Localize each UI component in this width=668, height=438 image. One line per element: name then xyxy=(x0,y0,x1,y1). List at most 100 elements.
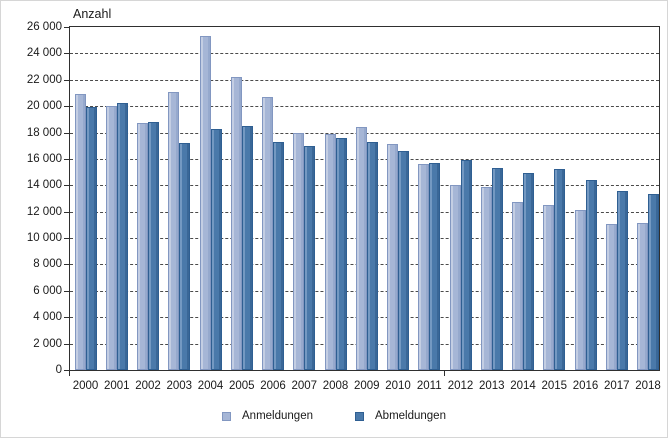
bar-anmeldungen-2015 xyxy=(543,205,555,370)
gridline-22000 xyxy=(70,79,659,81)
bar-abmeldungen-2004 xyxy=(210,128,222,370)
bar-anmeldungen-2013 xyxy=(480,186,492,370)
bar-anmeldungen-2005 xyxy=(230,77,242,370)
x-tick-label-2009: 2009 xyxy=(353,380,380,392)
x-tick-label-2017: 2017 xyxy=(603,380,630,392)
bar-abmeldungen-2012 xyxy=(460,160,472,370)
x-tick-label-2012: 2012 xyxy=(447,380,474,392)
x-tick-label-2014: 2014 xyxy=(510,380,536,392)
y-tick-mark xyxy=(64,132,69,134)
bar-abmeldungen-2013 xyxy=(491,167,503,370)
x-tick-label-2002: 2002 xyxy=(135,380,161,392)
y-tick-mark xyxy=(64,53,69,55)
x-tick-label-2018: 2018 xyxy=(635,380,661,392)
bar-abmeldungen-2015 xyxy=(554,169,566,370)
bar-anmeldungen-2007 xyxy=(293,132,305,370)
bar-anmeldungen-2011 xyxy=(418,164,430,370)
bar-abmeldungen-2003 xyxy=(179,143,191,370)
y-tick-mark xyxy=(64,106,69,108)
bar-anmeldungen-2016 xyxy=(574,210,586,370)
x-tick-label-2008: 2008 xyxy=(322,380,349,392)
y-tick-label: 4 000 xyxy=(33,311,62,324)
bar-abmeldungen-2018 xyxy=(648,193,659,370)
y-tick-mark xyxy=(64,317,69,319)
x-tick-label-2011: 2011 xyxy=(416,380,442,392)
x-tick-label-2000: 2000 xyxy=(72,380,99,392)
bar-abmeldungen-2006 xyxy=(273,141,284,370)
x-tick-label-2016: 2016 xyxy=(572,380,599,392)
x-tick-label-2001: 2001 xyxy=(103,380,130,392)
y-tick-label: 2 000 xyxy=(33,337,62,350)
x-tick-label-2006: 2006 xyxy=(260,380,286,392)
y-tick-mark xyxy=(64,238,69,240)
bar-abmeldungen-2005 xyxy=(241,125,253,370)
legend-label: Abmeldungen xyxy=(375,410,446,422)
legend-item-abmeldungen: Abmeldungen xyxy=(355,410,446,423)
bar-abmeldungen-2007 xyxy=(304,145,316,370)
bar-anmeldungen-2000 xyxy=(74,94,86,370)
y-tick-label: 12 000 xyxy=(26,205,62,218)
y-tick-label: 20 000 xyxy=(26,100,62,113)
y-tick-label: 8 000 xyxy=(33,258,62,271)
gridline-24000 xyxy=(70,53,659,55)
bar-abmeldungen-2000 xyxy=(85,106,97,370)
bar-abmeldungen-2002 xyxy=(148,122,159,370)
x-tick-label-2004: 2004 xyxy=(197,380,224,392)
y-tick-mark xyxy=(64,158,69,160)
y-tick-label: 6 000 xyxy=(33,284,62,297)
bar-anmeldungen-2017 xyxy=(605,223,617,370)
bar-abmeldungen-2016 xyxy=(585,180,597,370)
bar-abmeldungen-2017 xyxy=(616,190,628,370)
bar-anmeldungen-2012 xyxy=(449,185,461,370)
y-axis-title: Anzahl xyxy=(73,7,112,21)
y-tick-mark xyxy=(64,343,69,345)
bar-anmeldungen-2010 xyxy=(387,144,398,370)
y-tick-label: 24 000 xyxy=(26,47,62,60)
y-tick-mark xyxy=(64,79,69,81)
legend-swatch-anmeldungen xyxy=(222,412,232,421)
gridline-20000 xyxy=(70,106,659,108)
bar-abmeldungen-2009 xyxy=(366,142,378,370)
bar-abmeldungen-2001 xyxy=(116,102,128,370)
legend-item-anmeldungen: Anmeldungen xyxy=(222,410,313,423)
legend-swatch-abmeldungen xyxy=(355,412,364,421)
bar-anmeldungen-2018 xyxy=(637,222,648,370)
x-tick-label-2013: 2013 xyxy=(478,380,505,392)
legend: Anmeldungen Abmeldungen xyxy=(1,410,667,423)
x-tick-label-2005: 2005 xyxy=(228,380,255,392)
y-tick-label: 14 000 xyxy=(26,179,62,192)
bar-anmeldungen-2008 xyxy=(324,133,336,370)
x-tick-label-2010: 2010 xyxy=(385,380,411,392)
y-tick-mark xyxy=(64,211,69,213)
y-tick-label: 16 000 xyxy=(26,152,62,165)
x-tick-mark xyxy=(69,371,70,376)
bar-anmeldungen-2014 xyxy=(512,202,523,370)
y-tick-label: 10 000 xyxy=(26,232,62,245)
bar-abmeldungen-2011 xyxy=(429,162,441,370)
y-tick-mark xyxy=(64,290,69,292)
bar-anmeldungen-2001 xyxy=(105,106,117,370)
x-tick-mark xyxy=(444,371,445,376)
bar-anmeldungen-2002 xyxy=(137,123,148,370)
y-tick-label: 26 000 xyxy=(26,21,62,33)
bar-anmeldungen-2003 xyxy=(168,91,180,370)
plot-area xyxy=(69,26,660,371)
bar-abmeldungen-2008 xyxy=(335,137,347,370)
y-tick-mark xyxy=(64,185,69,187)
x-tick-label-2003: 2003 xyxy=(166,380,193,392)
bar-abmeldungen-2010 xyxy=(398,151,409,370)
bar-anmeldungen-2009 xyxy=(355,127,367,370)
y-tick-mark xyxy=(64,264,69,266)
bar-abmeldungen-2014 xyxy=(523,172,534,370)
x-tick-label-2007: 2007 xyxy=(291,380,318,392)
y-tick-mark xyxy=(64,27,69,28)
y-tick-mark xyxy=(64,370,69,371)
bar-anmeldungen-2006 xyxy=(262,96,273,370)
legend-label: Anmeldungen xyxy=(242,410,313,422)
bar-anmeldungen-2004 xyxy=(199,36,211,370)
y-tick-label: 22 000 xyxy=(26,73,62,86)
x-tick-label-2015: 2015 xyxy=(541,380,568,392)
y-tick-label: 0 xyxy=(55,364,62,376)
y-tick-label: 18 000 xyxy=(26,126,62,139)
